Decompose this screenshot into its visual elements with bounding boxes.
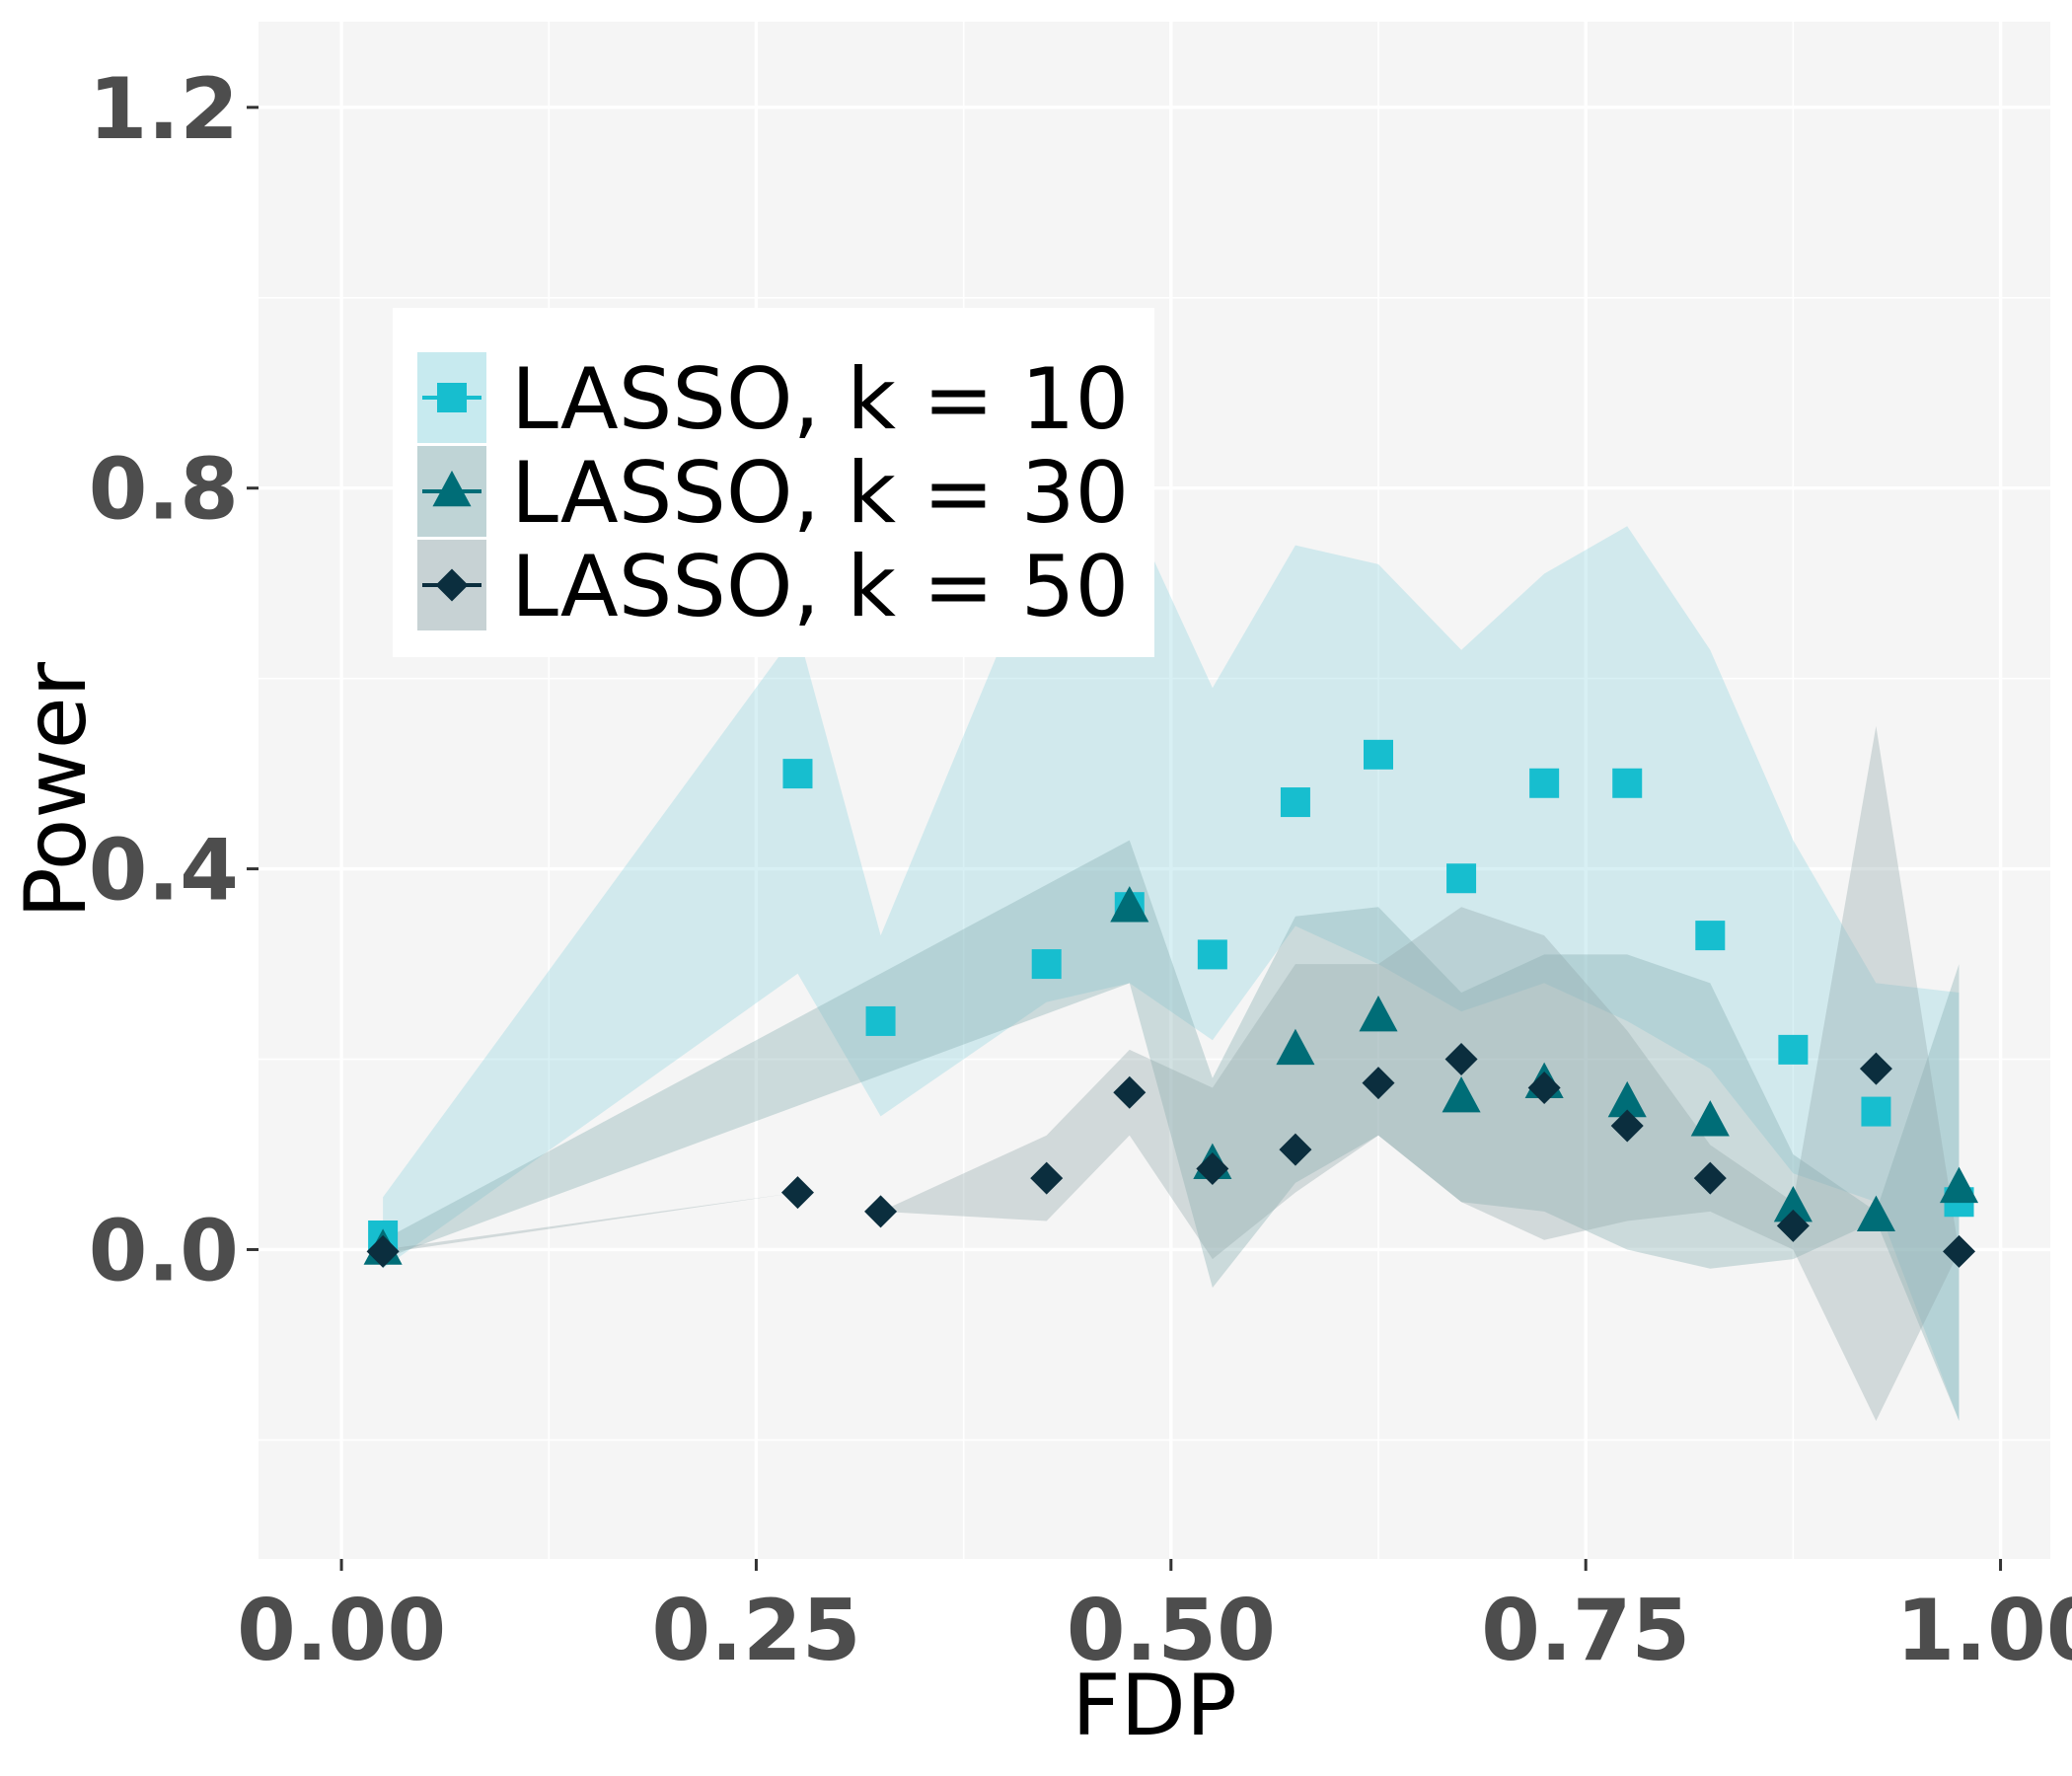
- data-point-series-3: [1693, 1161, 1727, 1195]
- data-point-series-1: [1861, 1096, 1891, 1127]
- data-point-series-3: [1113, 1075, 1147, 1109]
- data-point-series-1: [1031, 949, 1062, 980]
- y-tick-label: 0.4: [89, 822, 239, 921]
- legend-label: LASSO, k = 30: [511, 444, 1129, 543]
- data-point-series-2: [1690, 1100, 1730, 1137]
- data-point-series-3: [1279, 1133, 1312, 1166]
- data-point-series-3: [366, 1234, 400, 1268]
- legend-key-marker: [435, 568, 469, 602]
- data-point-series-1: [1612, 768, 1643, 798]
- data-point-series-1: [1446, 863, 1477, 894]
- legend-key-marker: [437, 383, 467, 412]
- data-point-series-3: [1943, 1234, 1976, 1268]
- confidence-band-series-3: [383, 725, 1960, 1422]
- data-point-series-3: [1196, 1151, 1229, 1185]
- confidence-band-series-1: [383, 507, 1960, 1422]
- data-point-series-1: [1778, 1034, 1809, 1065]
- y-axis-title: Power: [7, 661, 106, 919]
- confidence-bands: [383, 507, 1960, 1422]
- data-point-series-2: [1856, 1195, 1895, 1232]
- x-tick-label: 0.50: [1067, 1582, 1276, 1680]
- legend-key-marker: [432, 470, 472, 507]
- data-point-series-1: [865, 1005, 896, 1036]
- x-axis-title: FDP: [1072, 1657, 1237, 1755]
- data-point-series-3: [1444, 1043, 1478, 1076]
- data-point-series-3: [780, 1176, 814, 1210]
- data-point-series-1: [1364, 739, 1393, 770]
- data-point-series-2: [1939, 1166, 1979, 1204]
- data-point-series-2: [1773, 1185, 1813, 1222]
- data-point-series-2: [1359, 996, 1398, 1032]
- data-point-series-3: [1776, 1209, 1810, 1242]
- data-point-series-2: [1442, 1076, 1481, 1113]
- data-point-series-3: [1527, 1071, 1561, 1104]
- data-point-series-3: [864, 1195, 898, 1228]
- x-tick-label: 0.25: [651, 1582, 860, 1680]
- data-point-series-1: [782, 759, 813, 789]
- data-point-series-1: [1197, 939, 1227, 970]
- y-tick-label: 0.8: [89, 441, 239, 540]
- data-points: [363, 739, 1979, 1268]
- legend-background: [393, 308, 1154, 657]
- data-point-series-1: [1280, 787, 1310, 818]
- minor-gridlines: [259, 22, 2050, 1559]
- confidence-band-series-2: [383, 840, 1960, 1422]
- plot-background: [259, 22, 2050, 1559]
- data-point-series-2: [1110, 886, 1149, 923]
- data-point-series-2: [1607, 1080, 1647, 1118]
- y-tick-label: 1.2: [89, 60, 239, 159]
- data-point-series-3: [1610, 1109, 1644, 1143]
- x-tick-label: 0.75: [1481, 1582, 1690, 1680]
- data-point-series-3: [1030, 1161, 1064, 1195]
- x-tick-label: 0.00: [237, 1582, 446, 1680]
- data-point-series-3: [1362, 1067, 1395, 1100]
- legend-label: LASSO, k = 50: [511, 538, 1129, 636]
- data-point-series-2: [1276, 1028, 1315, 1066]
- data-point-series-1: [1695, 921, 1726, 951]
- x-axis: 0.00 0.25 0.50 0.75 1.00: [237, 1559, 2072, 1680]
- y-axis: 0.0 0.4 0.8 1.2: [89, 60, 259, 1300]
- data-point-series-1: [1529, 768, 1560, 798]
- x-tick-label: 1.00: [1895, 1582, 2072, 1680]
- data-point-series-3: [1859, 1052, 1892, 1085]
- y-tick-label: 0.0: [89, 1202, 239, 1300]
- legend-label: LASSO, k = 10: [511, 350, 1129, 449]
